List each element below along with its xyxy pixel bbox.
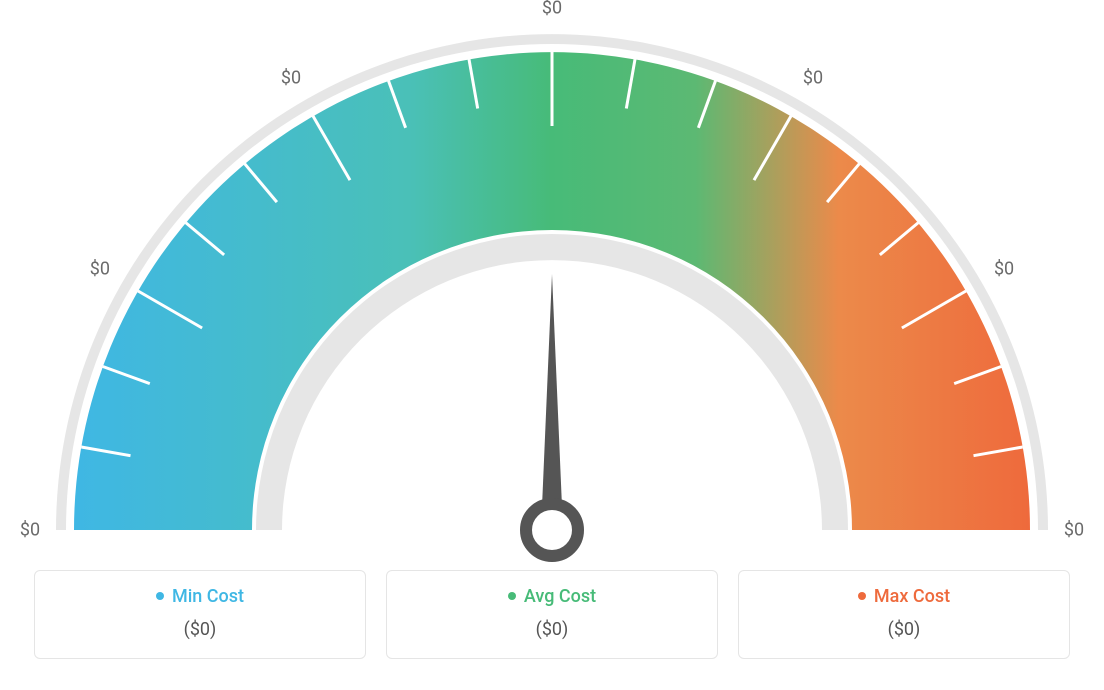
legend-dot-avg <box>508 592 516 600</box>
legend-label-avg: Avg Cost <box>524 586 596 607</box>
legend-title-min: Min Cost <box>156 586 244 607</box>
legend-label-max: Max Cost <box>874 586 950 607</box>
gauge-tick-label: $0 <box>281 67 301 88</box>
legend-value-max: ($0) <box>749 619 1059 640</box>
legend-title-avg: Avg Cost <box>508 586 596 607</box>
legend-row: Min Cost ($0) Avg Cost ($0) Max Cost ($0… <box>34 570 1070 659</box>
gauge-tick-label: $0 <box>542 0 562 19</box>
gauge-tick-label: $0 <box>20 520 40 541</box>
legend-label-min: Min Cost <box>172 586 244 607</box>
gauge-svg <box>0 0 1104 580</box>
gauge-area: $0 $0 $0 $0 $0 $0 $0 <box>0 0 1104 560</box>
gauge-tick-label: $0 <box>90 259 110 280</box>
gauge-tick-label: $0 <box>1064 520 1084 541</box>
legend-card-max: Max Cost ($0) <box>738 570 1070 659</box>
legend-value-avg: ($0) <box>397 619 707 640</box>
legend-card-min: Min Cost ($0) <box>34 570 366 659</box>
legend-dot-max <box>858 592 866 600</box>
gauge-tick-label: $0 <box>803 67 823 88</box>
gauge-tick-label: $0 <box>994 259 1014 280</box>
legend-value-min: ($0) <box>45 619 355 640</box>
legend-dot-min <box>156 592 164 600</box>
cost-gauge-container: $0 $0 $0 $0 $0 $0 $0 Min Cost ($0) Avg Cost ($… <box>0 0 1104 690</box>
legend-card-avg: Avg Cost ($0) <box>386 570 718 659</box>
legend-title-max: Max Cost <box>858 586 950 607</box>
